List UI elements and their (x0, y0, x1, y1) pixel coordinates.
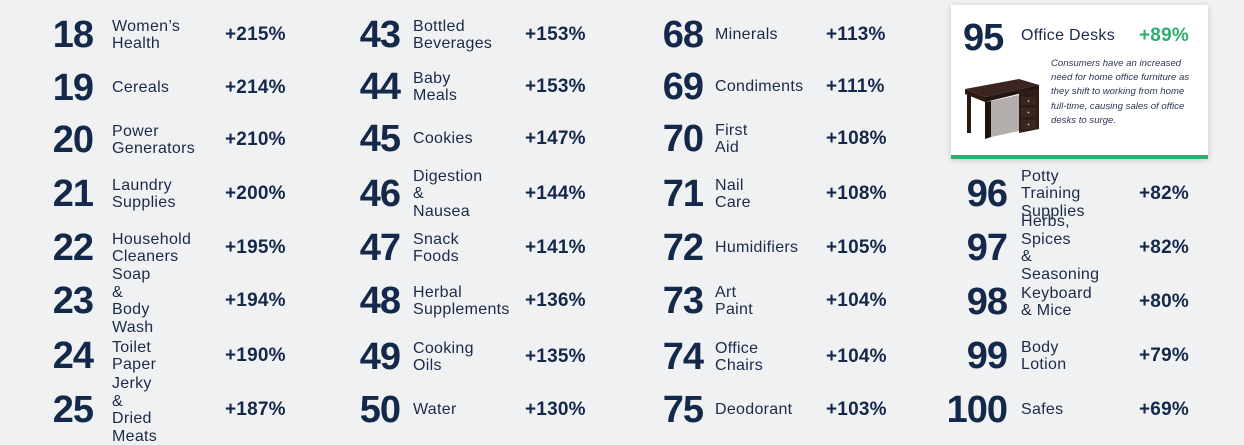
rank-number: 98 (966, 281, 1008, 323)
rank-number: 19 (52, 67, 94, 109)
category-name: Herbs, Spices & Seasoning (1021, 213, 1100, 283)
growth-percent: +136% (525, 290, 586, 311)
growth-percent: +187% (225, 399, 286, 420)
growth-percent: +147% (525, 128, 586, 149)
rank-number: 25 (52, 389, 94, 431)
category-name: Minerals (715, 26, 778, 43)
growth-percent: +103% (826, 399, 887, 420)
growth-percent: +69% (1139, 399, 1189, 420)
category-name: Cooking Oils (413, 339, 474, 375)
category-name: Deodorant (715, 401, 793, 418)
category-name: Digestion & Nausea (413, 167, 483, 220)
rank-number: 47 (359, 227, 401, 269)
rank-number: 68 (662, 14, 704, 56)
growth-percent: +194% (225, 290, 286, 311)
growth-percent: +215% (225, 24, 286, 45)
category-name: Soap & Body Wash (112, 266, 154, 336)
office-desk-icon (965, 79, 1039, 139)
rank-number: 20 (52, 119, 94, 161)
growth-percent: +113% (826, 24, 886, 45)
category-name: Humidifiers (715, 239, 799, 256)
category-name: Potty Training Supplies (1021, 167, 1085, 220)
category-name: Nail Care (715, 176, 751, 212)
rank-number: 18 (52, 14, 94, 56)
category-name: First Aid (715, 121, 748, 157)
rank-number: 71 (662, 173, 704, 215)
rank-number: 46 (359, 173, 401, 215)
category-name: Baby Meals (413, 69, 458, 105)
rank-number: 95 (963, 17, 1004, 59)
growth-percent: +82% (1139, 183, 1189, 204)
card-description: Consumers have an increased need for hom… (1051, 58, 1190, 126)
category-name: Cookies (413, 130, 473, 147)
rank-number: 21 (52, 173, 94, 215)
growth-percent: +104% (826, 346, 887, 367)
category-name: Power Generators (112, 122, 196, 158)
category-name: Office Chairs (715, 339, 764, 375)
rank-number: 48 (359, 280, 401, 322)
growth-percent: +200% (225, 183, 286, 204)
rank-number: 45 (359, 118, 401, 160)
rank-number: 23 (52, 280, 94, 322)
growth-percent: +153% (525, 76, 586, 97)
category-name: Art Paint (715, 283, 753, 319)
category-name: Toilet Paper (112, 338, 157, 374)
growth-percent: +82% (1139, 237, 1189, 258)
category-name: Herbal Supplements (413, 283, 510, 319)
rank-number: 69 (662, 66, 704, 108)
category-name: Water (413, 401, 457, 418)
growth-percent: +79% (1139, 345, 1189, 366)
rank-number: 24 (52, 335, 94, 377)
growth-percent: +80% (1139, 291, 1189, 312)
growth-percent: +130% (525, 399, 586, 420)
category-name: Cereals (112, 79, 170, 96)
growth-percent: +210% (225, 129, 286, 150)
growth-percent: +141% (525, 237, 586, 258)
rank-number: 43 (359, 14, 401, 56)
growth-percent: +144% (525, 183, 586, 204)
rank-number: 73 (662, 280, 704, 322)
category-name: Condiments (715, 78, 804, 95)
rank-number: 72 (662, 227, 704, 269)
category-name: Jerky & Dried Meats (112, 375, 158, 445)
growth-percent: +89% (1139, 25, 1189, 46)
rank-number: 96 (966, 173, 1008, 215)
rank-number: 100 (946, 389, 1008, 431)
highlight-card: 95 Office Desks +89% Consumers have an i… (951, 5, 1208, 159)
category-name: Office Desks (1021, 27, 1115, 44)
category-name: Body Lotion (1021, 338, 1067, 374)
category-name: Keyboard & Mice (1021, 284, 1092, 320)
category-name: Laundry Supplies (112, 176, 176, 212)
growth-percent: +214% (225, 77, 286, 98)
category-name: Bottled Beverages (413, 17, 493, 53)
rank-number: 97 (966, 227, 1008, 269)
growth-percent: +190% (225, 345, 286, 366)
growth-percent: +111% (826, 76, 885, 97)
growth-percent: +108% (826, 183, 887, 204)
rank-number: 49 (359, 336, 401, 378)
category-name: Household Cleaners (112, 230, 192, 266)
rank-number: 75 (662, 389, 704, 431)
rank-number: 50 (359, 389, 401, 431)
category-name: Safes (1021, 401, 1064, 418)
rank-number: 99 (966, 335, 1008, 377)
rank-number: 22 (52, 227, 94, 269)
growth-percent: +108% (826, 128, 887, 149)
rank-number: 70 (662, 118, 704, 160)
rank-number: 74 (662, 336, 704, 378)
growth-percent: +104% (826, 290, 887, 311)
growth-percent: +195% (225, 237, 286, 258)
growth-percent: +153% (525, 24, 586, 45)
rank-number: 44 (359, 66, 401, 108)
category-name: Snack Foods (413, 230, 459, 266)
category-name: Women’s Health (112, 17, 181, 53)
growth-percent: +105% (826, 237, 887, 258)
growth-percent: +135% (525, 346, 586, 367)
